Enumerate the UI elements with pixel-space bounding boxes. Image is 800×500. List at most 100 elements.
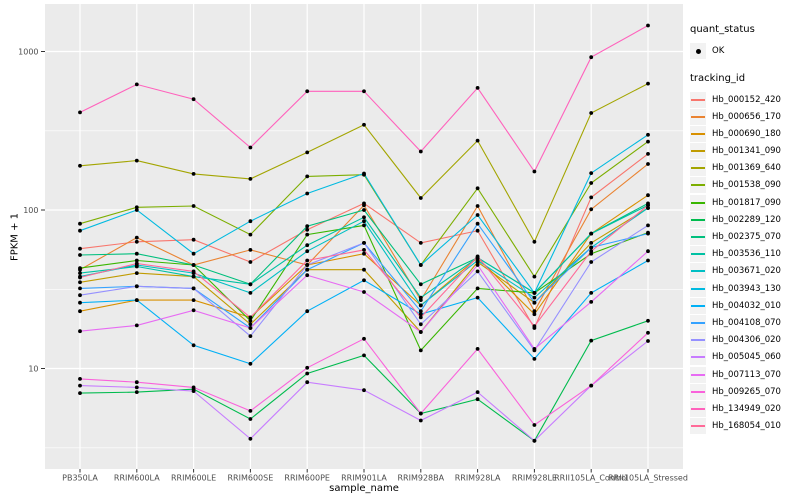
data-point [362, 353, 366, 358]
data-point [418, 241, 423, 245]
legend-key-box [690, 418, 706, 435]
data-point [78, 286, 82, 291]
data-point [589, 338, 594, 343]
line-swatch-icon [691, 356, 705, 359]
data-point [418, 263, 423, 267]
legend-key-box [690, 263, 706, 280]
data-point [78, 275, 82, 280]
data-point [475, 138, 480, 143]
data-point [532, 239, 537, 244]
data-point [78, 271, 82, 275]
data-point [362, 223, 366, 228]
line-swatch-icon [691, 390, 705, 393]
data-point [305, 227, 310, 232]
data-point [134, 390, 139, 394]
legend-key-box [690, 314, 706, 331]
data-point [646, 318, 650, 323]
legend-key-box [690, 108, 706, 125]
legend-key-box [690, 280, 706, 297]
data-point [532, 295, 537, 300]
data-point [362, 251, 366, 256]
data-point [475, 254, 480, 259]
x-tick-label: RRII105LA_Control [554, 474, 628, 483]
data-point [362, 122, 366, 127]
data-point [475, 204, 480, 208]
legend-item-label: Hb_002289_120 [712, 214, 781, 225]
data-point [532, 438, 537, 443]
data-point [134, 380, 139, 385]
data-point [305, 273, 310, 278]
legend-item-Hb_002375_070: Hb_002375_070 [690, 229, 798, 246]
data-point [134, 284, 139, 289]
data-point [78, 280, 82, 285]
x-tick-label: RRIM928LE [512, 474, 557, 483]
legend-item-Hb_001369_640: Hb_001369_640 [690, 160, 798, 177]
data-point [134, 158, 139, 163]
data-point [475, 286, 480, 291]
data-point [646, 152, 650, 156]
legend-item-label: Hb_168054_010 [712, 421, 781, 432]
data-point [191, 97, 196, 102]
data-point [475, 186, 480, 191]
legend-item-label: Hb_002375_070 [712, 232, 781, 242]
data-point [305, 365, 310, 370]
legend-item-Hb_004032_010: Hb_004032_010 [690, 297, 798, 314]
point-marker-icon [696, 48, 701, 54]
data-point [589, 195, 594, 200]
data-point [646, 132, 650, 137]
data-point [78, 329, 82, 334]
data-point [475, 258, 480, 263]
legend-item-Hb_007113_070: Hb_007113_070 [690, 366, 798, 383]
data-point [305, 249, 310, 254]
data-point [362, 171, 366, 176]
data-point [305, 89, 310, 94]
data-point [362, 336, 366, 341]
data-point [248, 260, 253, 264]
data-point [248, 322, 253, 327]
data-point [532, 347, 537, 351]
line-swatch-icon [691, 425, 705, 428]
data-point [589, 111, 594, 115]
data-point [418, 149, 423, 154]
legend-title-tracking-id: tracking_id [690, 73, 746, 84]
data-point [475, 397, 480, 402]
data-point [475, 269, 480, 274]
data-point [418, 282, 423, 287]
data-point [646, 81, 650, 86]
data-point [134, 205, 139, 210]
x-tick-label: RRIM600LA [114, 474, 160, 483]
y-tick-label: 100 [23, 206, 38, 215]
data-point [532, 274, 537, 279]
legend-item-Hb_004306_020: Hb_004306_020 [690, 332, 798, 349]
data-point [305, 224, 310, 229]
legend-item-Hb_000152_420: Hb_000152_420 [690, 91, 798, 108]
data-point [78, 293, 82, 298]
data-point [248, 282, 253, 287]
data-point [532, 169, 537, 174]
legend-item-label: Hb_001817_090 [712, 197, 781, 208]
data-point [134, 208, 139, 212]
legend-item-Hb_001538_090: Hb_001538_090 [690, 177, 798, 194]
data-point [305, 243, 310, 248]
data-point [191, 389, 196, 393]
data-point [362, 203, 366, 208]
data-point [134, 239, 139, 244]
data-point [646, 206, 650, 210]
data-point [362, 215, 366, 220]
data-point [646, 139, 650, 144]
data-point [248, 318, 253, 323]
legend-item-Hb_168054_010: Hb_168054_010 [690, 418, 798, 435]
legend-key-box [690, 400, 706, 417]
data-point [646, 203, 650, 208]
legend-key-box [690, 332, 706, 349]
data-point [191, 274, 196, 279]
data-point [78, 221, 82, 226]
y-tick-label: 1000 [18, 48, 38, 57]
legend-item-label: Hb_000656_170 [712, 111, 781, 122]
data-point [589, 245, 594, 250]
x-tick-label: RRII105LA_Stressed [608, 474, 688, 483]
data-point [305, 174, 310, 179]
data-point [78, 300, 82, 305]
data-point [78, 228, 82, 233]
line-swatch-icon [691, 167, 705, 170]
